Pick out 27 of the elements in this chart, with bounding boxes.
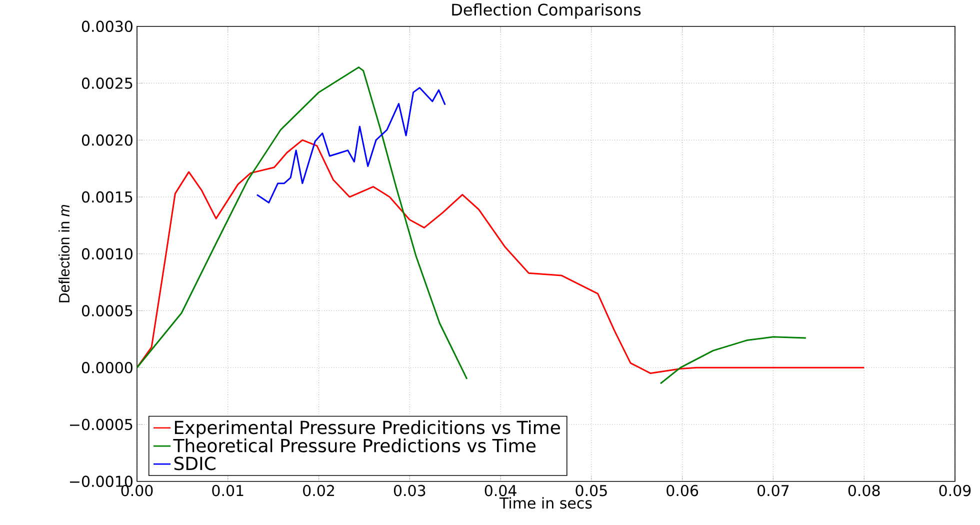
x-tick-label: 0.09 — [939, 484, 971, 496]
y-tick-label: 0.0020 — [82, 134, 132, 146]
y-tick-label: 0.0005 — [82, 304, 132, 316]
y-axis-title: Deflection in m — [58, 204, 70, 302]
y-tick-label: 0.0030 — [82, 20, 132, 32]
x-tick-label: 0.02 — [303, 484, 334, 496]
y-tick-label: 0.0010 — [82, 248, 132, 260]
y-tick-label: 0.0025 — [82, 77, 132, 89]
x-axis-title: Time in secs — [499, 496, 592, 509]
y-tick-label: 0.0015 — [82, 191, 132, 202]
x-tick-label: 0.03 — [394, 484, 426, 496]
legend-label: Experimental Pressure Predicitions vs Time — [175, 420, 560, 438]
line-series — [137, 139, 865, 374]
x-tick-label: 0.05 — [576, 484, 607, 496]
y-tick-label: 0.0000 — [82, 362, 132, 374]
x-tick-label: 0.04 — [484, 484, 516, 496]
y-tick-label: −0.0010 — [70, 476, 132, 487]
chart-title: Deflection Comparisons — [452, 3, 641, 19]
x-tick-label: 0.07 — [758, 484, 789, 496]
x-tick-label: 0.06 — [666, 484, 698, 496]
x-tick-label: 0.00 — [121, 484, 153, 496]
legend-label: Theoretical Pressure Predictions vs Time — [173, 438, 536, 452]
x-tick-label: 0.01 — [212, 484, 244, 496]
y-tick-label: −0.0005 — [70, 418, 132, 430]
x-tick-label: 0.08 — [848, 484, 880, 496]
legend-label: SDIC — [174, 456, 216, 470]
line-series — [256, 86, 446, 204]
